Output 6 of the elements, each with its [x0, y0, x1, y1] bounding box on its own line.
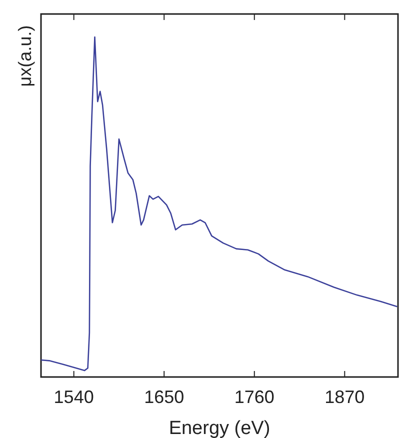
x-tick-label: 1650 [144, 387, 184, 407]
y-axis-title: μx(a.u.) [15, 25, 35, 87]
x-tick-label: 1540 [54, 387, 94, 407]
x-tick-label: 1760 [234, 387, 274, 407]
x-axis-title: Energy (eV) [168, 418, 270, 438]
x-tick-label: 1870 [324, 387, 365, 407]
